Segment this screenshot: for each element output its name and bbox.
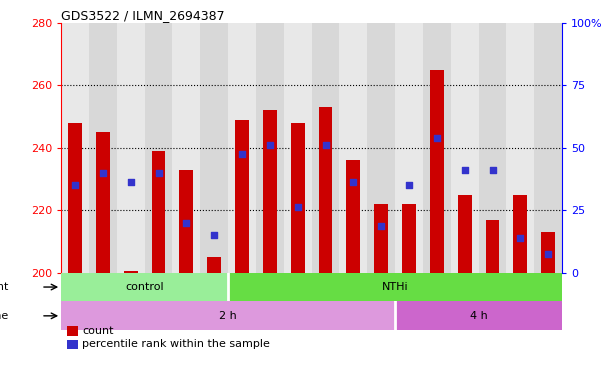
Point (210, 232, 219, 238)
Bar (374, 204, 388, 273)
Text: NTHi: NTHi (382, 282, 408, 292)
Bar (430, 70, 444, 273)
Point (348, 179, 358, 185)
Bar (172, 23, 200, 273)
Point (153, 170, 163, 176)
Bar (395, 23, 423, 273)
Bar (235, 120, 249, 273)
Bar (541, 232, 555, 273)
Bar (96, 132, 110, 273)
Point (321, 142, 331, 148)
Bar (291, 123, 305, 273)
Point (126, 179, 136, 185)
Bar (451, 23, 478, 273)
Bar (486, 220, 500, 273)
Point (237, 151, 247, 157)
Text: percentile rank within the sample: percentile rank within the sample (82, 339, 270, 349)
Bar (478, 23, 507, 273)
Point (181, 220, 191, 226)
Bar (61, 23, 89, 273)
Bar (207, 257, 221, 273)
Bar (61, 273, 228, 301)
Bar (228, 23, 256, 273)
Point (265, 142, 275, 148)
Bar (423, 23, 451, 273)
Bar (318, 107, 332, 273)
Point (516, 235, 525, 242)
Bar (123, 271, 137, 273)
Point (293, 204, 302, 210)
Bar (200, 23, 228, 273)
Bar (228, 273, 562, 301)
Bar (340, 23, 367, 273)
Bar (145, 23, 172, 273)
Bar (402, 204, 416, 273)
Point (404, 182, 414, 188)
Bar (458, 195, 472, 273)
Bar (89, 23, 117, 273)
Bar (284, 23, 312, 273)
Bar (312, 23, 340, 273)
Point (543, 251, 553, 257)
Bar (507, 23, 534, 273)
Bar (256, 23, 284, 273)
Bar (180, 170, 193, 273)
Bar (513, 195, 527, 273)
Point (376, 223, 386, 229)
Bar (395, 301, 562, 330)
Point (98, 170, 108, 176)
Bar (534, 23, 562, 273)
Text: count: count (82, 326, 114, 336)
Point (70, 182, 80, 188)
Bar (68, 123, 82, 273)
Point (432, 136, 442, 142)
Text: GDS3522 / ILMN_2694387: GDS3522 / ILMN_2694387 (61, 9, 225, 22)
Point (460, 167, 470, 173)
Bar (117, 23, 145, 273)
Bar (61, 301, 395, 330)
Point (488, 167, 497, 173)
Text: 2 h: 2 h (219, 311, 237, 321)
Text: agent: agent (0, 282, 9, 292)
Bar (152, 151, 166, 273)
Text: time: time (0, 311, 9, 321)
Bar (263, 111, 277, 273)
Bar (346, 161, 360, 273)
Bar (367, 23, 395, 273)
Text: 4 h: 4 h (470, 311, 488, 321)
Text: control: control (125, 282, 164, 292)
